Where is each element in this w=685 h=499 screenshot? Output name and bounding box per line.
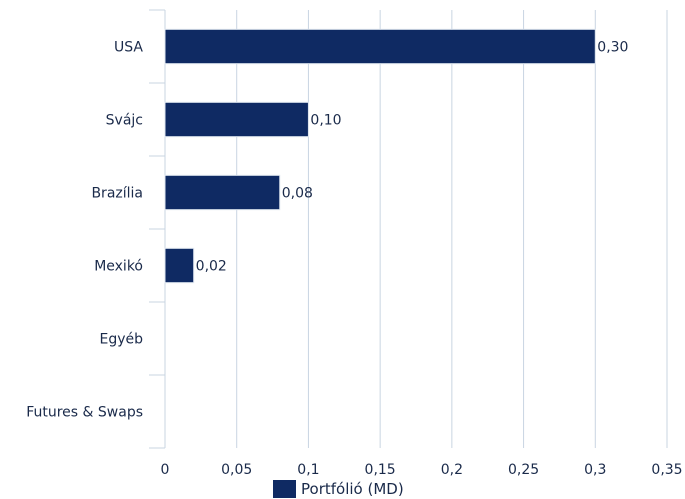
- x-tick-label: 0,25: [508, 462, 539, 478]
- category-labels: USA Svájc Brazília Mexikó Egyéb Futures & Swa…: [26, 40, 143, 421]
- category-label: Svájc: [106, 113, 143, 129]
- x-tick-label: 0,15: [365, 462, 396, 478]
- category-label: Mexikó: [94, 259, 143, 275]
- data-label: 0,08: [282, 186, 313, 202]
- data-label: 0,02: [196, 259, 227, 275]
- x-tick-label: 0,1: [297, 462, 319, 478]
- x-tick-label: 0,35: [651, 462, 682, 478]
- category-axis: [149, 9, 166, 449]
- category-label: Futures & Swaps: [26, 405, 143, 421]
- category-label: USA: [114, 40, 143, 56]
- bar: [164, 247, 195, 284]
- category-label: Egyéb: [99, 332, 143, 348]
- bar-chart: USA Svájc Brazília Mexikó Egyéb Futures & Swa…: [26, 9, 683, 478]
- category-label: Brazília: [91, 186, 143, 202]
- x-tick-label: 0,2: [441, 462, 463, 478]
- x-tick-label: 0: [161, 462, 170, 478]
- x-tick-label: 0,3: [584, 462, 606, 478]
- legend-swatch: [273, 480, 296, 498]
- x-tick-label: 0,05: [221, 462, 252, 478]
- grid-lines: [236, 10, 668, 448]
- legend: Portfólió (MD): [273, 479, 404, 499]
- data-label: 0,30: [597, 40, 628, 56]
- bar: [164, 174, 281, 211]
- data-label: 0,10: [310, 113, 341, 129]
- bar: [164, 101, 309, 138]
- legend-label: Portfólió (MD): [301, 480, 404, 498]
- data-labels: 0,30 0,10 0,08 0,02: [196, 40, 629, 275]
- bar-series: [164, 28, 596, 284]
- bar: [164, 28, 596, 65]
- x-tick-labels: 0 0,05 0,1 0,15 0,2 0,25 0,3 0,35: [161, 462, 683, 478]
